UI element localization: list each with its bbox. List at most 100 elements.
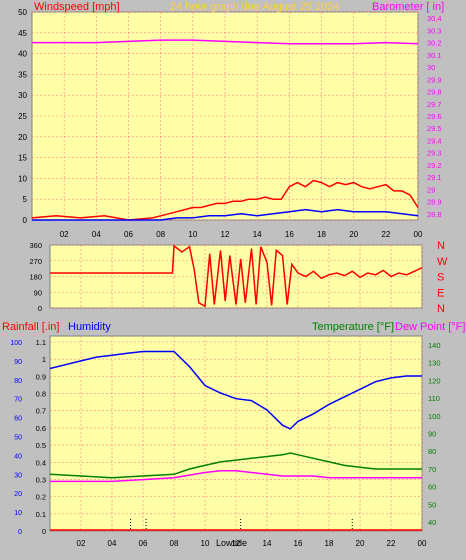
humidity-tick-label: 30: [14, 472, 22, 479]
rainfall-tick-label: 0.3: [36, 475, 46, 484]
direction-tick-label: 180: [29, 273, 42, 282]
barometer-tick-label: 30.1: [427, 51, 442, 60]
barometer-tick-label: 29: [427, 185, 435, 194]
barometer-tick-label: 29.3: [427, 149, 442, 158]
compass-label: S: [437, 272, 444, 284]
rainfall-tick-label: 0.6: [36, 424, 46, 433]
rainfall-axis: 1.1 1 0.9 0.8 0.7 0.6 0.5 0.4 0.3 0.2 0.1 0: [36, 338, 46, 536]
climate-time-tick-label: 10: [201, 539, 210, 548]
climate-time-axis: 02 04 06 08 10 12 14 16 18 20 22 00: [77, 539, 427, 548]
temperature-tick-label: 40: [428, 518, 436, 527]
wind-time-tick-label: 02: [60, 230, 69, 239]
barometer-tick-label: 28.8: [427, 210, 442, 219]
rainfall-label: Rainfall [.in]: [2, 321, 59, 333]
barometer-tick-label: 29.6: [427, 112, 442, 121]
wind-time-tick-label: 14: [253, 230, 262, 239]
humidity-tick-label: 0: [18, 529, 22, 536]
barometer-tick-label: 30.2: [427, 39, 442, 48]
humidity-line: [49, 350, 422, 430]
climate-time-tick-label: 18: [325, 539, 334, 548]
windspeed-tick-label: 20: [18, 133, 27, 142]
humidity-tick-label: 50: [14, 435, 22, 442]
windspeed-tick-label: 35: [18, 70, 27, 79]
climate-gridlines: [50, 336, 423, 532]
climate-time-tick-label: 02: [77, 539, 86, 548]
wind-time-tick-label: 08: [156, 230, 165, 239]
barometer-tick-label: 29.9: [427, 75, 442, 84]
temperature-line: [49, 452, 422, 479]
wind-time-tick-label: 18: [317, 230, 326, 239]
temperature-tick-label: 140: [428, 341, 441, 350]
barometer-tick-label: 30.4: [427, 14, 442, 23]
rainfall-tick-label: 0.5: [36, 441, 46, 450]
wind-time-tick-label: 22: [381, 230, 390, 239]
wind-time-tick-label: 10: [188, 230, 197, 239]
temperature-tick-label: 50: [428, 500, 436, 509]
climate-time-tick-label: 06: [139, 539, 148, 548]
windspeed-tick-label: 30: [18, 91, 27, 100]
barometer-tick-label: 29.5: [427, 124, 442, 133]
wind-time-axis: 02 04 06 08 10 12 14 16 18 20 22 00: [60, 230, 423, 239]
barometer-tick-label: 29.8: [427, 88, 442, 97]
windspeed-tick-label: 50: [18, 8, 27, 17]
compass-label: N: [437, 240, 445, 252]
dewpoint-line: [50, 469, 422, 483]
rainfall-tick-label: 0.4: [36, 458, 46, 467]
barometer-tick-label: 30: [427, 63, 435, 72]
wind-direction-line: [50, 244, 423, 308]
barometer-line: [32, 39, 419, 45]
barometer-tick-label: 29.2: [427, 161, 442, 170]
humidity-tick-label: 70: [14, 397, 22, 404]
rainfall-tick-label: 0.7: [36, 407, 46, 416]
windspeed-tick-label: 15: [18, 154, 27, 163]
tide-markers: [130, 519, 353, 531]
humidity-tick-label: 90: [14, 359, 22, 366]
windspeed-label: Windspeed [mph]: [34, 1, 120, 13]
barometer-tick-label: 29.7: [427, 100, 442, 109]
rainfall-tick-label: 1: [42, 355, 46, 364]
humidity-tick-label: 100: [10, 340, 22, 347]
wind-time-tick-label: 04: [92, 230, 101, 239]
direction-axis: 360 270 180 90 0: [29, 241, 42, 313]
temperature-tick-label: 130: [428, 359, 441, 368]
wind-gridlines: [32, 11, 419, 221]
windspeed-tick-label: 10: [18, 174, 27, 183]
direction-tick-label: 90: [34, 288, 42, 297]
rainfall-tick-label: 0.1: [36, 510, 46, 519]
temperature-tick-label: 80: [428, 447, 436, 456]
temperature-axis: 140 130 120 110 100 90 80 70 60 50 40: [428, 341, 441, 527]
temperature-tick-label: 60: [428, 483, 436, 492]
wind-time-tick-label: 16: [285, 230, 294, 239]
temperature-tick-label: 100: [428, 412, 441, 421]
temperature-tick-label: 90: [428, 430, 436, 439]
compass-label: W: [437, 256, 448, 268]
climate-time-tick-label: 00: [418, 539, 427, 548]
windspeed-tick-label: 40: [18, 50, 27, 59]
windspeed-tick-label: 45: [18, 29, 27, 38]
humidity-tick-label: 80: [14, 378, 22, 385]
rainfall-tick-label: 0: [42, 527, 46, 536]
temperature-tick-label: 110: [428, 394, 440, 403]
temperature-tick-label: 70: [428, 465, 436, 474]
barometer-tick-label: 28.9: [427, 198, 442, 207]
climate-time-tick-label: 08: [170, 539, 179, 548]
temperature-label: Temperature [°F]: [312, 321, 394, 333]
windspeed-tick-label: 0: [23, 216, 28, 225]
wind-time-tick-label: 06: [124, 230, 133, 239]
windspeed-tick-label: 25: [18, 112, 27, 121]
humidity-tick-label: 10: [14, 510, 22, 517]
climate-time-tick-label: 22: [387, 539, 396, 548]
barometer-tick-label: 29.4: [427, 136, 442, 145]
climate-time-tick-label: 14: [263, 539, 272, 548]
barometer-axis: 30.4 30.3 30.2 30.1 30 29.9 29.8 29.7 29.6 29.5 29…: [427, 14, 442, 219]
barometer-label: Barometer [ in]: [372, 1, 444, 13]
climate-time-tick-label: 12: [232, 539, 241, 548]
direction-tick-label: 360: [29, 241, 42, 250]
barometer-tick-label: 29.1: [427, 173, 442, 182]
direction-tick-label: 270: [29, 257, 42, 266]
compass-label: N: [437, 303, 445, 315]
climate-time-tick-label: 20: [356, 539, 365, 548]
